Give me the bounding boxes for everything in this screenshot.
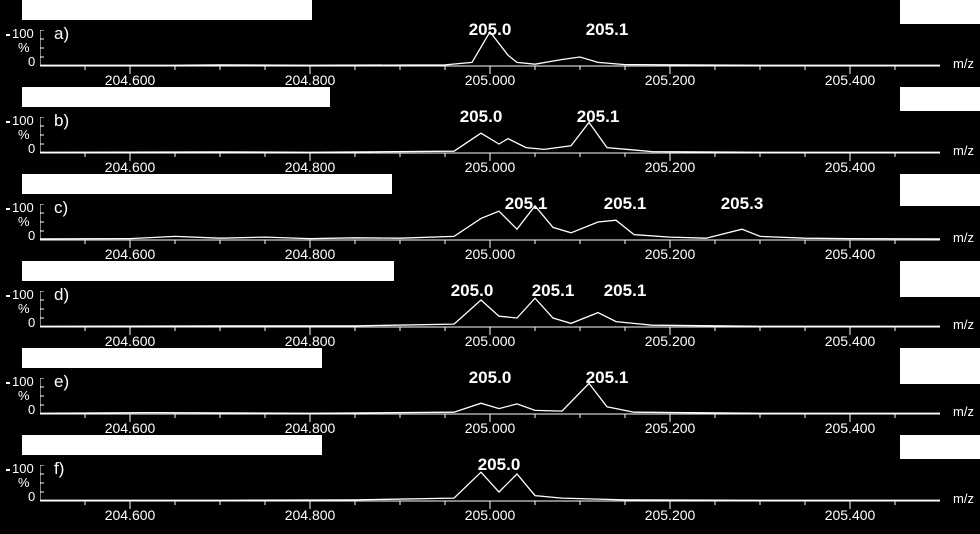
x-tick-label: 205.400 — [825, 507, 876, 523]
x-tick-label: 204.600 — [105, 72, 156, 88]
y-tick-0: 0 — [28, 315, 35, 330]
x-tick-label: 204.800 — [285, 507, 336, 523]
header-bar-right — [900, 87, 980, 111]
y-percent-label: % — [18, 127, 30, 142]
spectrum-panel-e: 100%0e)204.600204.800205.000205.200205.4… — [0, 348, 980, 435]
x-tick-label: 205.000 — [465, 333, 516, 349]
peak-label: 205.3 — [721, 194, 764, 214]
peak-label: 205.0 — [469, 20, 512, 40]
peak-label: 205.1 — [505, 194, 548, 214]
x-tick-label: 205.200 — [645, 420, 696, 436]
y-tick-0: 0 — [28, 489, 35, 504]
x-tick-label: 205.000 — [465, 507, 516, 523]
mz-axis-label: m/z — [953, 56, 974, 71]
y-tick-0: 0 — [28, 54, 35, 69]
y-tick-100: 100 — [12, 461, 34, 476]
x-tick-label: 205.400 — [825, 420, 876, 436]
x-tick-label: 204.600 — [105, 507, 156, 523]
peak-label: 205.1 — [604, 281, 647, 301]
peak-label: 205.0 — [469, 368, 512, 388]
x-tick-label: 204.800 — [285, 159, 336, 175]
header-bar-left — [22, 435, 322, 455]
y-tick-100: 100 — [12, 287, 34, 302]
x-tick-label: 205.000 — [465, 420, 516, 436]
header-bar-left — [22, 0, 312, 20]
spectrum-panel-b: 100%0b)204.600204.800205.000205.200205.4… — [0, 87, 980, 174]
y-tick-0: 0 — [28, 402, 35, 417]
peak-label: 205.1 — [532, 281, 575, 301]
peak-label: 205.1 — [577, 107, 620, 127]
y-axis-tick — [6, 121, 10, 123]
mz-axis-label: m/z — [953, 317, 974, 332]
x-tick-label: 205.200 — [645, 72, 696, 88]
header-bar-right — [900, 174, 980, 206]
mz-axis-label: m/z — [953, 143, 974, 158]
x-tick-label: 205.400 — [825, 333, 876, 349]
y-percent-label: % — [18, 40, 30, 55]
header-bar-left — [22, 174, 392, 194]
spectrum-panel-c: 100%0c)204.600204.800205.000205.200205.4… — [0, 174, 980, 261]
x-tick-label: 205.000 — [465, 159, 516, 175]
x-tick-label: 205.200 — [645, 333, 696, 349]
x-tick-label: 205.400 — [825, 72, 876, 88]
x-tick-label: 205.400 — [825, 159, 876, 175]
y-axis-tick — [6, 208, 10, 210]
y-axis-tick — [6, 382, 10, 384]
header-bar-left — [22, 261, 394, 281]
header-bar-right — [900, 435, 980, 459]
spectrum-trace — [40, 204, 940, 252]
x-tick-label: 204.800 — [285, 333, 336, 349]
header-bar-left — [22, 87, 330, 107]
y-percent-label: % — [18, 301, 30, 316]
x-tick-label: 205.200 — [645, 246, 696, 262]
y-axis-tick — [6, 34, 10, 36]
x-tick-label: 204.800 — [285, 246, 336, 262]
spectrum-panel-f: 100%0f)204.600204.800205.000205.200205.4… — [0, 435, 980, 534]
x-tick-label: 205.000 — [465, 246, 516, 262]
x-tick-label: 204.600 — [105, 420, 156, 436]
peak-label: 205.1 — [586, 20, 629, 40]
y-axis-tick — [6, 469, 10, 471]
x-tick-label: 204.800 — [285, 72, 336, 88]
mz-axis-label: m/z — [953, 491, 974, 506]
mz-axis-label: m/z — [953, 230, 974, 245]
spectrum-panel-a: 100%0a)204.600204.800205.000205.200205.4… — [0, 0, 980, 87]
y-axis-tick — [6, 295, 10, 297]
x-tick-label: 204.600 — [105, 333, 156, 349]
y-percent-label: % — [18, 388, 30, 403]
x-tick-label: 204.600 — [105, 159, 156, 175]
y-tick-100: 100 — [12, 374, 34, 389]
peak-label: 205.0 — [451, 281, 494, 301]
y-tick-100: 100 — [12, 113, 34, 128]
peak-label: 205.1 — [604, 194, 647, 214]
peak-label: 205.1 — [586, 368, 629, 388]
spectrum-panel-d: 100%0d)204.600204.800205.000205.200205.4… — [0, 261, 980, 348]
y-tick-100: 100 — [12, 200, 34, 215]
y-percent-label: % — [18, 214, 30, 229]
y-tick-100: 100 — [12, 26, 34, 41]
x-tick-label: 204.600 — [105, 246, 156, 262]
header-bar-right — [900, 0, 980, 24]
header-bar-left — [22, 348, 322, 368]
y-tick-0: 0 — [28, 228, 35, 243]
x-tick-label: 205.400 — [825, 246, 876, 262]
x-tick-label: 205.200 — [645, 507, 696, 523]
x-tick-label: 204.800 — [285, 420, 336, 436]
peak-label: 205.0 — [460, 107, 503, 127]
mz-axis-label: m/z — [953, 404, 974, 419]
peak-label: 205.0 — [478, 455, 521, 475]
x-tick-label: 205.200 — [645, 159, 696, 175]
y-tick-0: 0 — [28, 141, 35, 156]
y-percent-label: % — [18, 475, 30, 490]
x-tick-label: 205.000 — [465, 72, 516, 88]
